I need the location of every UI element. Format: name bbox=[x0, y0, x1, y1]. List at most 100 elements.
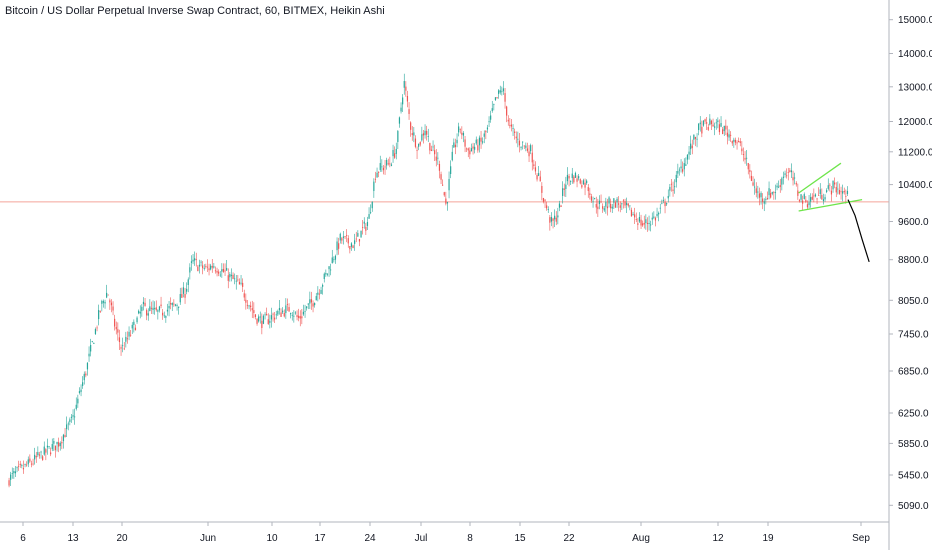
candle-body bbox=[330, 269, 332, 271]
candle-body bbox=[32, 463, 34, 465]
candle-body bbox=[200, 261, 202, 263]
candle-body bbox=[147, 313, 149, 316]
candle-body bbox=[58, 442, 60, 447]
candle-body bbox=[290, 313, 292, 315]
candle-body bbox=[235, 280, 237, 282]
candle-body bbox=[182, 287, 185, 294]
candle-body bbox=[155, 307, 157, 311]
candle-body bbox=[242, 282, 244, 287]
candle-body bbox=[198, 264, 201, 267]
candle-body bbox=[491, 108, 493, 111]
candle-body bbox=[814, 194, 817, 197]
candle-body bbox=[187, 279, 189, 286]
candle-body bbox=[253, 310, 255, 314]
candle-body bbox=[277, 310, 279, 315]
x-tick-label: Aug bbox=[632, 533, 650, 544]
candle-body bbox=[269, 320, 271, 323]
candle-body bbox=[835, 186, 837, 193]
candle-body bbox=[190, 261, 193, 263]
candle-body bbox=[650, 224, 652, 226]
candle-body bbox=[570, 180, 572, 182]
candle-body bbox=[470, 148, 473, 152]
candle-body bbox=[741, 148, 743, 152]
candle-body bbox=[501, 91, 503, 93]
candle-body bbox=[50, 452, 52, 455]
candle-body bbox=[653, 216, 655, 218]
candle-body bbox=[333, 259, 335, 261]
candle-body bbox=[312, 303, 314, 307]
candle-body bbox=[770, 193, 772, 198]
candle-body bbox=[203, 268, 205, 269]
candle-body bbox=[466, 148, 468, 150]
candle-body bbox=[229, 274, 231, 278]
candle-body bbox=[774, 192, 777, 194]
candle-body bbox=[736, 142, 738, 144]
candle-body bbox=[565, 184, 567, 190]
candle-body bbox=[698, 123, 700, 130]
candle-body bbox=[238, 281, 241, 285]
candle-body bbox=[302, 311, 305, 315]
candle-body bbox=[403, 81, 405, 88]
candle-body bbox=[168, 305, 170, 309]
candle-body bbox=[139, 311, 141, 314]
candle-body bbox=[75, 404, 77, 409]
candle-body bbox=[261, 320, 263, 329]
candle-body bbox=[675, 174, 677, 183]
candle-body bbox=[667, 195, 669, 199]
candle-body bbox=[189, 267, 191, 273]
candle-body bbox=[248, 305, 250, 307]
candle-body bbox=[544, 199, 546, 201]
candle-body bbox=[243, 293, 245, 298]
candle-body bbox=[152, 307, 154, 310]
candle-body bbox=[725, 125, 727, 130]
candle-body bbox=[346, 235, 348, 236]
candle-body bbox=[768, 188, 770, 196]
candle-body bbox=[790, 170, 793, 173]
candle-body bbox=[811, 196, 813, 200]
candle-body bbox=[429, 143, 431, 151]
candle-body bbox=[267, 319, 269, 325]
candle-body bbox=[224, 270, 226, 272]
candle-body bbox=[446, 202, 449, 204]
candle-body bbox=[301, 316, 303, 319]
candle-body bbox=[730, 134, 732, 136]
candle-body bbox=[827, 185, 829, 189]
candle-body bbox=[117, 329, 119, 333]
y-tick-label: 12000.0 bbox=[898, 117, 932, 128]
candle-body bbox=[654, 217, 657, 221]
candle-body bbox=[26, 464, 28, 466]
candle-body bbox=[174, 304, 177, 306]
candle-body bbox=[547, 209, 549, 210]
candle-body bbox=[376, 172, 378, 178]
candle-body bbox=[370, 212, 372, 214]
candle-body bbox=[310, 299, 313, 303]
candle-body bbox=[83, 373, 85, 381]
candle-body bbox=[66, 424, 68, 430]
candle-body bbox=[94, 329, 97, 334]
candle-body bbox=[846, 190, 849, 194]
candle-body bbox=[46, 445, 49, 448]
candle-body bbox=[402, 97, 404, 105]
candle-body bbox=[563, 188, 565, 190]
x-tick-label: 17 bbox=[314, 533, 326, 544]
candle-body bbox=[230, 274, 233, 276]
x-tick-label: 10 bbox=[266, 533, 278, 544]
candle-body bbox=[592, 201, 594, 203]
candle-body bbox=[597, 206, 599, 210]
candle-body bbox=[480, 137, 482, 142]
candle-body bbox=[707, 127, 709, 130]
candle-body bbox=[754, 186, 756, 188]
candle-body bbox=[360, 230, 362, 238]
candle-body bbox=[582, 180, 585, 185]
candle-body bbox=[648, 222, 650, 225]
candle-body bbox=[296, 315, 298, 317]
candle-body bbox=[590, 196, 593, 201]
candle-body bbox=[829, 184, 831, 186]
candle-body bbox=[618, 203, 620, 205]
candle-body bbox=[838, 189, 841, 194]
candle-body bbox=[742, 154, 745, 155]
candle-body bbox=[541, 186, 543, 193]
candle-body bbox=[555, 217, 557, 222]
